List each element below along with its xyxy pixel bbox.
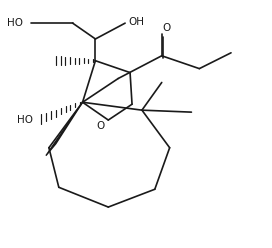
Polygon shape [46, 102, 82, 156]
Text: O: O [96, 121, 104, 131]
Text: OH: OH [128, 17, 144, 27]
Text: HO: HO [17, 115, 33, 125]
Text: O: O [163, 23, 171, 33]
Text: HO: HO [7, 18, 23, 28]
